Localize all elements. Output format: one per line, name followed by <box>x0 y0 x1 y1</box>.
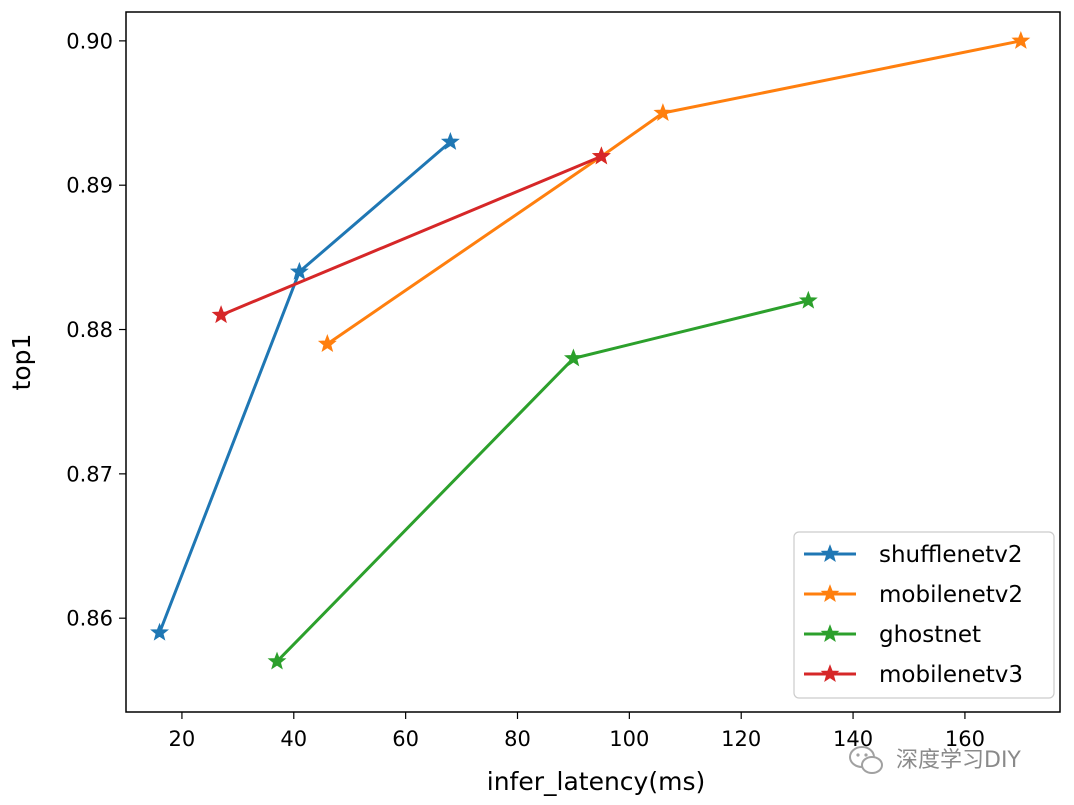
x-axis-label: infer_latency(ms) <box>487 767 705 796</box>
data-point <box>440 131 460 150</box>
y-axis: 0.86 0.87 0.88 0.89 0.90 <box>66 29 126 631</box>
data-point <box>211 305 231 324</box>
legend-label: mobilenetv2 <box>879 582 1023 608</box>
legend-marker <box>820 544 840 563</box>
legend-marker <box>820 664 840 683</box>
x-tick-label: 160 <box>945 727 985 751</box>
data-point <box>798 290 818 309</box>
data-point <box>267 651 287 670</box>
x-tick-label: 120 <box>721 727 761 751</box>
y-tick-label: 0.88 <box>66 318 113 342</box>
legend-item-shufflenetv2: shufflenetv2 <box>804 542 1023 568</box>
x-tick-label: 60 <box>392 727 419 751</box>
plot-frame <box>125 11 1061 713</box>
legend-marker <box>820 584 840 603</box>
series-ghostnet <box>267 290 818 670</box>
data-point <box>289 261 309 280</box>
legend-item-ghostnet: ghostnet <box>804 622 981 648</box>
series-mobilenetv3 <box>211 146 611 324</box>
data-point <box>317 334 337 352</box>
legend-label: shufflenetv2 <box>879 542 1023 568</box>
x-tick-label: 80 <box>504 727 531 751</box>
data-point <box>150 622 169 641</box>
x-tick-label: 100 <box>609 727 649 751</box>
data-point <box>653 103 673 122</box>
legend-box <box>793 531 1055 699</box>
data-point <box>1011 30 1031 49</box>
x-tick-label: 40 <box>280 727 307 751</box>
x-tick-label: 20 <box>169 727 196 751</box>
legend-label: mobilenetv3 <box>879 662 1023 688</box>
y-axis-label: top1 <box>7 334 36 391</box>
series-line <box>326 39 1022 346</box>
series-shufflenetv2 <box>150 131 460 641</box>
y-tick-label: 0.90 <box>66 29 113 53</box>
data-point <box>563 348 583 367</box>
legend: shufflenetv2 mobilenetv2 ghostnet mobilenet… <box>793 531 1055 699</box>
legend-item-mobilenetv2: mobilenetv2 <box>804 582 1023 608</box>
data-point <box>591 146 611 165</box>
y-tick-label: 0.86 <box>66 607 113 631</box>
y-tick-label: 0.87 <box>66 462 113 486</box>
y-tick-label: 0.89 <box>66 174 113 198</box>
series-line <box>220 154 602 317</box>
plot-marks <box>150 30 1031 670</box>
watermark-text: 深度学习DIY <box>896 748 1021 773</box>
legend-marker <box>820 624 840 643</box>
x-axis: 20 40 60 80 100 120 140 160 <box>169 712 985 751</box>
watermark: 深度学习DIY <box>849 746 1021 774</box>
legend-item-mobilenetv3: mobilenetv3 <box>804 662 1023 688</box>
legend-label: ghostnet <box>879 622 981 648</box>
wechat-icon <box>849 746 883 774</box>
